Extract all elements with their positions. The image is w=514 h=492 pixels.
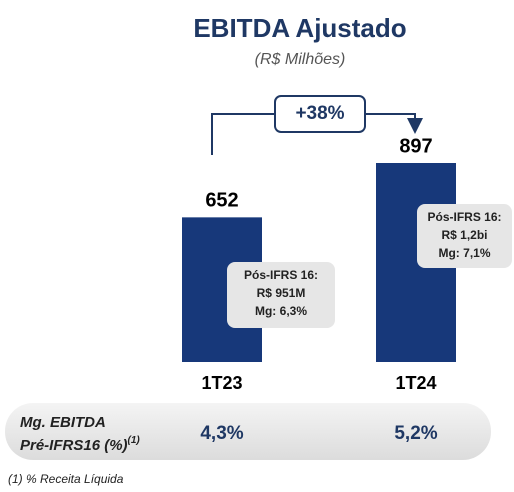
margin-label: Pré-IFRS16 (%) <box>20 437 128 454</box>
growth-connector <box>211 113 415 155</box>
callout-text: R$ 951M <box>257 286 306 300</box>
footnote: (1) % Receita Líquida <box>8 472 124 486</box>
value-label: 897 <box>399 135 432 157</box>
callout-box <box>227 262 335 328</box>
callout-text: Mg: 6,3% <box>255 304 307 318</box>
callout-text: Pós-IFRS 16: <box>244 268 318 282</box>
margin-label: Pré-IFRS16 (%)(1) <box>20 435 140 454</box>
margin-superscript: (1) <box>128 435 141 446</box>
callout-box <box>417 204 512 268</box>
x-tick-label: 1T24 <box>395 373 436 393</box>
margin-value: 4,3% <box>200 423 243 444</box>
value-label: 652 <box>205 190 238 212</box>
chart-subtitle: (R$ Milhões) <box>255 51 346 68</box>
margin-label: Mg. EBITDA <box>20 414 106 431</box>
chart-title: EBITDA Ajustado <box>193 13 406 43</box>
margin-row-bg <box>5 403 491 460</box>
growth-box <box>274 95 366 133</box>
margin-value: 5,2% <box>394 423 437 444</box>
callout-text: Mg: 7,1% <box>438 246 490 260</box>
growth-label: +38% <box>295 103 344 124</box>
callout-text: R$ 1,2bi <box>441 228 487 242</box>
x-tick-label: 1T23 <box>201 373 242 393</box>
callout-text: Pós-IFRS 16: <box>427 210 501 224</box>
